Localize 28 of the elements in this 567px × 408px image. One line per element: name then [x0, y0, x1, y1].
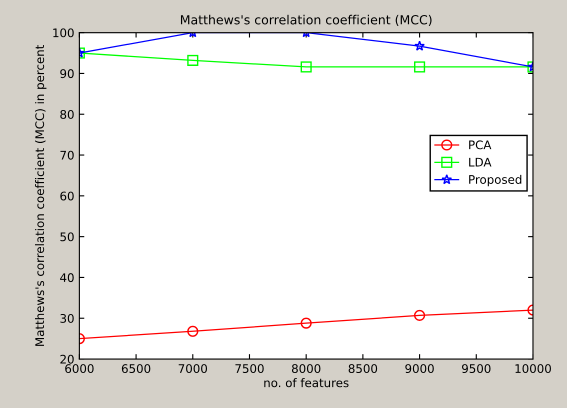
x-tick-label: 9000 [405, 364, 434, 374]
legend-label: PCA [469, 140, 492, 150]
y-tick-label: 60 [60, 192, 74, 200]
legend-label: Proposed [469, 174, 522, 186]
point [187, 54, 198, 66]
x-tick-label: 6500 [122, 364, 150, 374]
point [300, 61, 312, 72]
y-tick-label: 90 [60, 69, 74, 78]
y-tick-label: 70 [60, 150, 74, 160]
y-tick-label: 20 [60, 354, 74, 364]
point [187, 326, 198, 337]
chart-title: Matthews's correlation coefficient (MCC) [180, 14, 432, 26]
y-tick-label: 80 [60, 110, 74, 119]
x-tick-label: 8500 [348, 364, 378, 374]
x-axis-title: no. of features [264, 378, 349, 388]
x-tick-label: 9500 [462, 364, 491, 374]
x-tick-label: 8000 [292, 364, 320, 374]
point [300, 318, 312, 329]
y-tick-label: 50 [60, 232, 74, 242]
y-tick-label: 30 [60, 314, 74, 323]
x-tick-label: 7500 [235, 364, 264, 374]
x-tick-label: 7000 [178, 364, 208, 374]
x-tick-label: 10000 [516, 364, 551, 374]
y-tick-label: 40 [60, 273, 74, 282]
x-tick-label: 6000 [65, 364, 94, 374]
y-tick-label: 100 [53, 28, 74, 38]
y-axis-title: Matthews's correlation coefficient (MCC) in percent [35, 44, 46, 346]
legend-label: LDA [469, 158, 492, 166]
